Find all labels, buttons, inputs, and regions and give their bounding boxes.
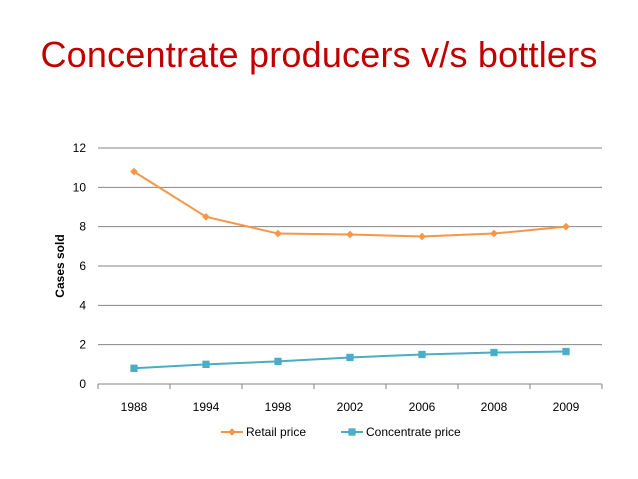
y-axis-tick-labels: 0 2 4 6 8 10 12: [73, 141, 87, 391]
data-point: [202, 360, 210, 368]
y-tick-label: 10: [73, 180, 87, 194]
data-point: [490, 348, 498, 357]
y-tick-label: 2: [79, 338, 86, 352]
data-point: [418, 350, 426, 359]
data-point: [130, 364, 138, 372]
y-tick-label: 8: [79, 220, 86, 234]
legend-label: Retail price: [246, 425, 306, 439]
data-point: [346, 353, 354, 362]
data-point: [562, 347, 570, 356]
data-point: [490, 229, 498, 238]
data-point: [562, 222, 570, 231]
legend-item-retail-price: Retail price: [221, 425, 306, 439]
legend-swatch-marker: [348, 428, 356, 436]
legend: Retail price Concentrate price: [221, 425, 461, 439]
data-point: [130, 167, 138, 176]
x-tick-label: 2002: [337, 400, 364, 414]
legend-item-concentrate-price: Concentrate price: [341, 425, 461, 439]
data-point: [418, 232, 426, 241]
x-axis-tick-labels: 1988 1994 1998 2002 2006 2008 2009: [121, 400, 580, 414]
y-tick-label: 4: [79, 298, 86, 312]
series-concentrate-price: [130, 347, 570, 372]
data-point: [274, 229, 282, 238]
data-point: [346, 230, 354, 239]
y-axis-label: Cases sold: [53, 234, 67, 297]
legend-label: Concentrate price: [366, 425, 461, 439]
y-tick-label: 0: [79, 377, 86, 391]
gridlines: [98, 147, 602, 346]
x-tick-label: 1994: [193, 400, 220, 414]
x-axis-ticks: [97, 384, 603, 389]
legend-swatch-marker: [228, 428, 236, 436]
x-tick-label: 2009: [553, 400, 580, 414]
y-tick-label: 12: [73, 141, 87, 155]
y-tick-label: 6: [79, 259, 86, 273]
series-layer: [130, 167, 570, 372]
x-tick-label: 1988: [121, 400, 148, 414]
x-tick-label: 2008: [481, 400, 508, 414]
x-tick-label: 2006: [409, 400, 436, 414]
series-retail-price: [130, 167, 570, 241]
slide-title: Concentrate producers v/s bottlers: [40, 34, 598, 75]
data-point: [202, 212, 210, 221]
x-tick-label: 1998: [265, 400, 292, 414]
data-point: [274, 357, 282, 366]
